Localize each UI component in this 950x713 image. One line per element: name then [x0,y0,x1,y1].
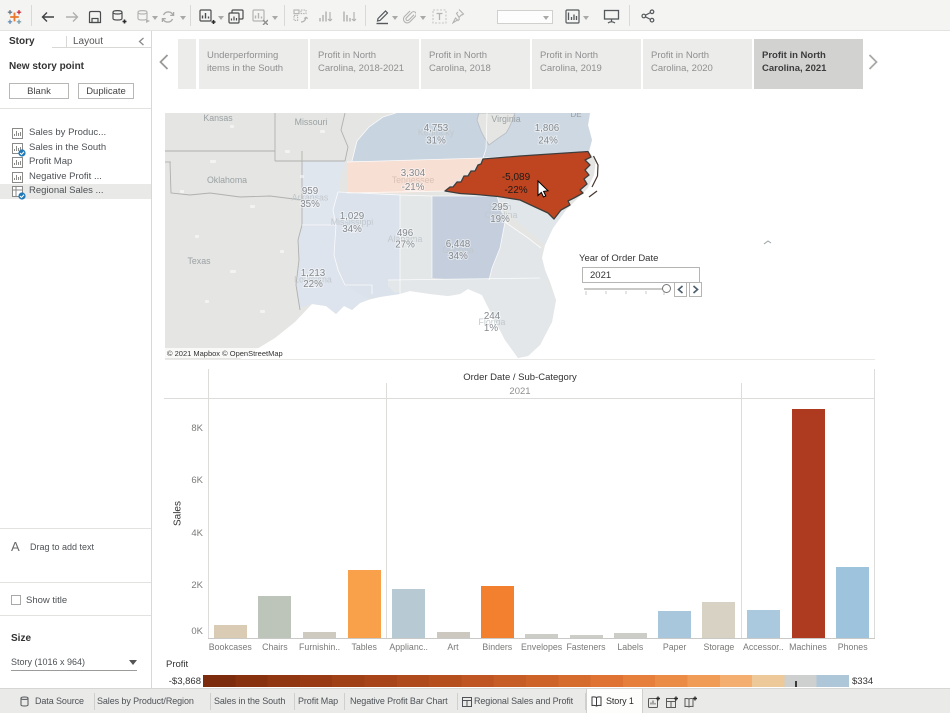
svg-text:South: South [489,202,512,212]
svg-text:19%: 19% [490,214,510,225]
svg-text:34%: 34% [342,224,362,235]
svg-text:Carolina: Carolina [485,210,518,220]
svg-text:-22%: -22% [504,185,527,196]
svg-text:35%: 35% [300,199,320,210]
svg-text:Alabama: Alabama [388,234,423,244]
svg-text:31%: 31% [426,136,446,147]
svg-text:Mississippi: Mississippi [331,217,374,227]
svg-text:3,304: 3,304 [401,168,426,179]
svg-text:Oklahoma: Oklahoma [207,175,247,185]
svg-text:Texas: Texas [188,256,212,266]
svg-text:4,753: 4,753 [424,123,449,134]
svg-text:22%: 22% [303,279,323,290]
svg-text:6,448: 6,448 [446,239,471,250]
svg-text:24%: 24% [538,136,558,147]
svg-text:Louisiana: Louisiana [294,275,332,285]
svg-text:1,213: 1,213 [301,268,326,279]
svg-text:Florida: Florida [479,317,506,327]
svg-text:-5,089: -5,089 [502,172,531,183]
svg-text:Kansas: Kansas [203,113,233,123]
svg-text:27%: 27% [395,240,415,251]
svg-text:-21%: -21% [402,182,425,193]
svg-text:244: 244 [484,311,501,322]
svg-text:1,029: 1,029 [340,211,365,222]
svg-text:959: 959 [302,186,318,197]
svg-text:Kentucky: Kentucky [418,128,455,138]
svg-text:Georgia: Georgia [442,245,473,255]
svg-text:DE: DE [570,113,581,119]
svg-text:Tennessee: Tennessee [392,175,435,185]
svg-text:Virginia: Virginia [491,114,520,124]
svg-text:Missouri: Missouri [295,117,328,127]
svg-text:1,806: 1,806 [535,123,560,134]
svg-text:496: 496 [397,228,414,239]
svg-text:295: 295 [492,202,509,213]
svg-text:34%: 34% [448,251,468,262]
svg-text:1%: 1% [484,323,498,334]
svg-text:Arkansas: Arkansas [292,193,329,203]
svg-text:© 2021 Mapbox © OpenStreetMap: © 2021 Mapbox © OpenStreetMap [167,349,283,358]
